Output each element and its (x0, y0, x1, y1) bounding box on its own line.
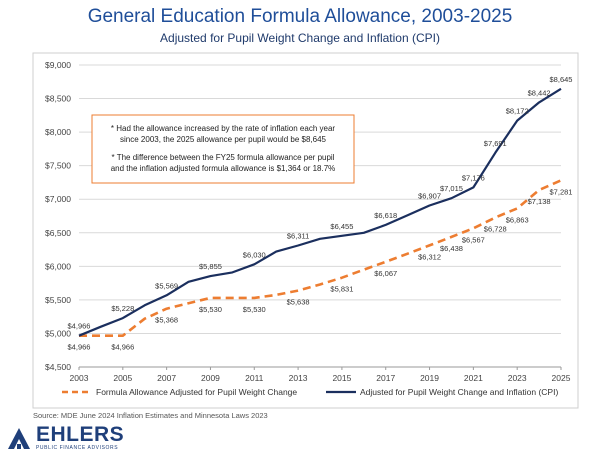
annotation-line: since 2003, the 2025 allowance per pupil… (120, 135, 326, 144)
data-label: $8,172 (506, 107, 529, 116)
annotation-line: * The difference between the FY25 formul… (112, 153, 335, 162)
gridlines (79, 64, 561, 368)
data-label: $8,442 (528, 88, 551, 97)
y-tick-label: $9,000 (45, 60, 71, 70)
series-line-inflation-adjusted (78, 87, 562, 337)
data-label: $7,138 (528, 197, 551, 206)
data-label: $6,618 (374, 211, 397, 220)
series-lines (78, 87, 562, 337)
y-tick-label: $4,500 (45, 362, 71, 372)
data-label: $5,228 (111, 304, 134, 313)
x-tick-label: 2021 (464, 373, 483, 383)
data-label: $6,567 (462, 235, 485, 244)
y-axis-ticks: $4,500 $5,000 $5,500 $6,000 $6,500 $7,000 $7,5… (45, 60, 71, 372)
data-label: $6,311 (287, 231, 309, 240)
data-label: $7,015 (440, 184, 463, 193)
source-note: Source: MDE June 2024 Inflation Estimate… (33, 411, 268, 420)
y-tick-label: $5,500 (45, 295, 71, 305)
chart-title: General Education Formula Allowance, 200… (87, 6, 513, 27)
y-tick-label: $8,000 (45, 127, 71, 137)
data-label: $6,907 (418, 191, 441, 200)
annotation-line: * Had the allowance increased by the rat… (111, 124, 335, 133)
x-tick-label: 2007 (157, 373, 176, 383)
data-label: $5,530 (199, 305, 222, 314)
x-tick-label: 2003 (70, 373, 89, 383)
data-label: $5,368 (155, 316, 178, 325)
y-tick-label: $6,500 (45, 228, 71, 238)
x-tick-label: 2019 (420, 373, 439, 383)
legend-label-formula-allowance: Formula Allowance Adjusted for Pupil Wei… (96, 387, 297, 397)
data-labels: $4,966 $4,966 $5,368 $5,530 $5,530 $5,638 $5,8… (68, 75, 573, 352)
x-tick-label: 2025 (552, 373, 571, 383)
x-tick-label: 2011 (245, 373, 264, 383)
data-label: $5,530 (243, 305, 266, 314)
annotation-frame (91, 114, 355, 184)
y-tick-label: $6,000 (45, 261, 71, 271)
x-tick-label: 2009 (201, 373, 220, 383)
ehlers-logo: EHLERS PUBLIC FINANCE ADVISORS (6, 423, 166, 451)
data-label: $6,030 (243, 250, 266, 259)
x-axis-ticks: 2003 2005 2007 2009 2011 2013 2015 2017 2019 2021… (70, 367, 571, 383)
x-tick-label: 2005 (113, 373, 132, 383)
annotation-box: * Had the allowance increased by the rat… (91, 114, 355, 184)
data-label: $7,281 (550, 187, 573, 196)
annotation-line: and the inflation adjusted formula allow… (111, 164, 336, 173)
data-label: $6,863 (506, 215, 529, 224)
logo-name: EHLERS (36, 423, 125, 446)
data-label: $4,966 (111, 343, 134, 352)
data-label: $5,638 (287, 298, 310, 307)
data-label: $6,312 (418, 252, 441, 261)
chart-subtitle: Adjusted for Pupil Weight Change and Inf… (160, 31, 440, 45)
y-tick-label: $5,000 (45, 328, 71, 338)
series-line-formula-allowance (79, 179, 562, 337)
ehlers-logo-icon (8, 428, 30, 449)
x-tick-label: 2017 (376, 373, 395, 383)
chart-frame (32, 52, 579, 409)
data-label: $5,855 (199, 262, 222, 271)
data-label: $6,438 (440, 244, 463, 253)
data-label: $5,569 (155, 281, 178, 290)
y-tick-label: $8,500 (45, 94, 71, 104)
data-label: $4,966 (68, 343, 91, 352)
data-label: $7,176 (462, 173, 485, 182)
logo-tagline: PUBLIC FINANCE ADVISORS (36, 445, 119, 451)
data-label: $8,645 (550, 75, 573, 84)
data-label: $6,455 (330, 222, 353, 231)
legend: Formula Allowance Adjusted for Pupil Wei… (62, 387, 558, 397)
data-label: $7,691 (484, 139, 507, 148)
y-tick-label: $7,500 (45, 161, 71, 171)
data-label: $6,067 (374, 269, 397, 278)
x-tick-label: 2015 (332, 373, 351, 383)
y-tick-label: $7,000 (45, 194, 71, 204)
data-label: $6,728 (484, 224, 507, 233)
data-label: $4,966 (68, 322, 91, 331)
x-tick-label: 2023 (508, 373, 527, 383)
data-label: $5,831 (330, 285, 353, 294)
x-tick-label: 2013 (289, 373, 308, 383)
legend-label-inflation-adjusted: Adjusted for Pupil Weight Change and Inf… (360, 387, 558, 397)
